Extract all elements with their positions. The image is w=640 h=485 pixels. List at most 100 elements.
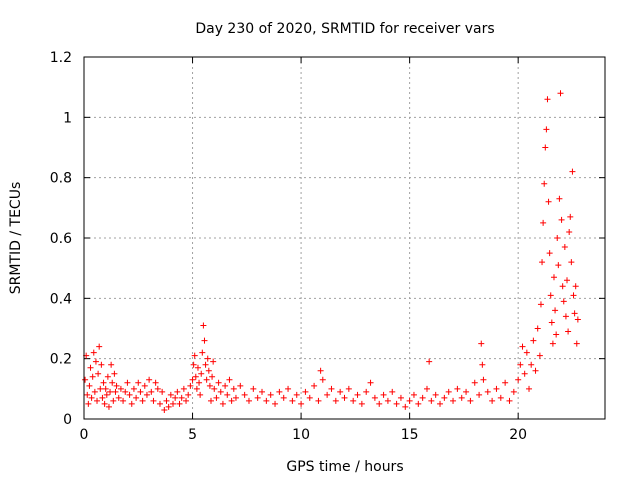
data-point — [191, 352, 198, 359]
data-point — [562, 313, 569, 320]
data-point — [222, 382, 229, 389]
data-point — [137, 388, 144, 395]
data-point — [94, 397, 101, 404]
data-point — [560, 298, 567, 305]
data-point — [572, 283, 579, 290]
data-point — [209, 373, 216, 380]
data-point — [384, 397, 391, 404]
data-point — [187, 382, 194, 389]
data-point — [549, 340, 556, 347]
data-point — [454, 385, 461, 392]
data-point — [550, 274, 557, 281]
data-point — [228, 397, 235, 404]
data-point — [133, 394, 140, 401]
data-point — [345, 385, 352, 392]
data-point — [484, 388, 491, 395]
data-point — [109, 379, 116, 386]
x-tick-label: 10 — [292, 427, 310, 443]
data-point — [467, 397, 474, 404]
data-point — [441, 394, 448, 401]
data-point — [557, 90, 564, 97]
data-point — [98, 361, 105, 368]
data-point — [90, 349, 97, 356]
data-point — [241, 391, 248, 398]
data-point — [99, 394, 106, 401]
data-point — [415, 400, 422, 407]
data-point — [423, 385, 430, 392]
data-point — [530, 337, 537, 344]
data-point — [397, 394, 404, 401]
data-point — [337, 388, 344, 395]
data-point — [139, 397, 146, 404]
data-point — [515, 376, 522, 383]
data-points — [82, 90, 581, 413]
data-point — [105, 403, 112, 410]
data-point — [568, 259, 575, 266]
data-point — [185, 391, 192, 398]
data-point — [544, 96, 551, 103]
chart-title: Day 230 of 2020, SRMTID for receiver var… — [195, 21, 494, 37]
data-point — [148, 388, 155, 395]
data-point — [536, 352, 543, 359]
data-point — [172, 394, 179, 401]
data-point — [115, 394, 122, 401]
data-point — [567, 213, 574, 220]
data-point — [178, 394, 185, 401]
y-axis-label: SRMTID / TECUs — [8, 182, 24, 295]
data-point — [317, 367, 324, 374]
data-point — [219, 400, 226, 407]
y-tick-label: 1 — [63, 110, 72, 126]
data-point — [176, 400, 183, 407]
data-point — [558, 216, 565, 223]
data-point — [319, 376, 326, 383]
data-point — [112, 388, 119, 395]
data-point — [86, 382, 93, 389]
data-point — [87, 364, 94, 371]
data-point — [539, 259, 546, 266]
data-point — [450, 397, 457, 404]
data-point — [432, 391, 439, 398]
data-point — [556, 195, 563, 202]
grid — [84, 57, 605, 419]
data-point — [113, 382, 120, 389]
data-point — [89, 373, 96, 380]
data-point — [120, 397, 127, 404]
data-point — [192, 373, 199, 380]
data-point — [202, 361, 209, 368]
data-point — [180, 385, 187, 392]
data-point — [574, 316, 581, 323]
data-point — [167, 391, 174, 398]
data-point — [545, 198, 552, 205]
data-point — [410, 391, 417, 398]
data-point — [324, 391, 331, 398]
data-point — [232, 394, 239, 401]
data-point — [263, 397, 270, 404]
data-point — [528, 361, 535, 368]
axis-ticks: 0 5 10 15 20 0 0.2 0.4 0.6 0.8 1 1.2 — [50, 50, 606, 443]
data-point — [96, 343, 103, 350]
data-point — [489, 397, 496, 404]
data-point — [341, 394, 348, 401]
data-point — [315, 397, 322, 404]
data-point — [230, 385, 237, 392]
data-point — [126, 391, 133, 398]
data-point — [110, 397, 117, 404]
data-point — [540, 219, 547, 226]
data-point — [376, 400, 383, 407]
data-point — [542, 144, 549, 151]
data-point — [95, 370, 102, 377]
data-point — [311, 382, 318, 389]
data-point — [211, 385, 218, 392]
data-point — [553, 331, 560, 338]
data-point — [91, 388, 98, 395]
data-point — [532, 367, 539, 374]
data-point — [141, 382, 148, 389]
data-point — [406, 397, 413, 404]
plot-frame — [83, 56, 606, 420]
data-point — [201, 337, 208, 344]
data-point — [526, 385, 533, 392]
data-point — [190, 361, 197, 368]
data-point — [445, 388, 452, 395]
data-point — [210, 358, 217, 365]
